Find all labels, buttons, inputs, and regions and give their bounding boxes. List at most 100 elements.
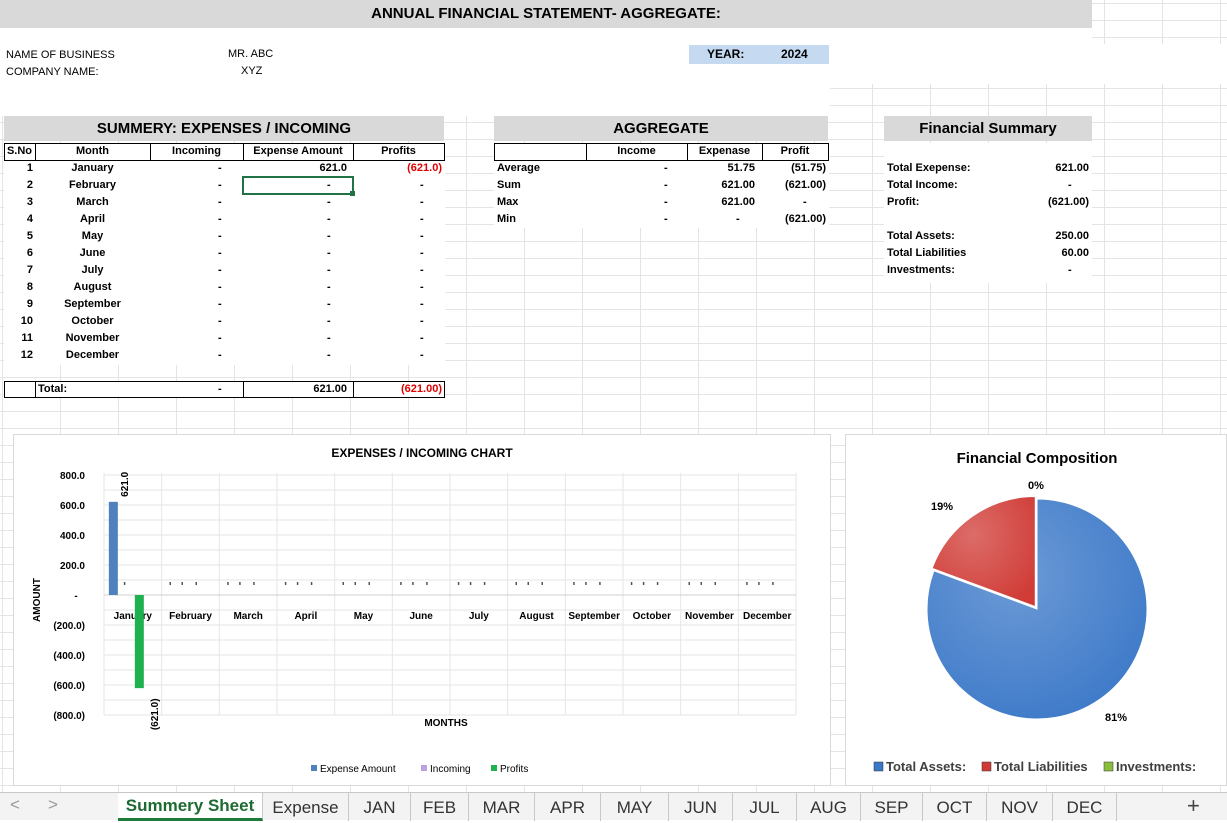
total-incoming[interactable]: -	[218, 383, 222, 395]
row-expense[interactable]: -	[327, 332, 331, 344]
sheet-tab-aug[interactable]: AUG	[797, 793, 861, 821]
row-expense[interactable]: -	[327, 230, 331, 242]
row-month[interactable]: August	[73, 281, 112, 293]
aggregate-row-expense[interactable]: 621.00	[721, 179, 755, 191]
aggregate-row-expense[interactable]: -	[736, 213, 740, 225]
row-month[interactable]: September	[64, 298, 121, 310]
aggregate-row-profit[interactable]: (621.00)	[785, 213, 826, 225]
financial-summary-value[interactable]: -	[1068, 264, 1072, 276]
row-incoming[interactable]: -	[218, 298, 222, 310]
pie-slice-1[interactable]	[931, 496, 1036, 608]
row-incoming[interactable]: -	[218, 264, 222, 276]
sheet-tab-dec[interactable]: DEC	[1053, 793, 1117, 821]
sheet-tab-nov[interactable]: NOV	[987, 793, 1053, 821]
sheet-tab-jun[interactable]: JUN	[669, 793, 733, 821]
legend-label[interactable]: Incoming	[430, 764, 471, 775]
row-profit[interactable]: -	[420, 179, 424, 191]
row-month[interactable]: February	[68, 179, 117, 191]
financial-composition-panel[interactable]: Financial Composition 81% 19% 0% Total Asset…	[845, 434, 1227, 786]
tab-nav-prev-icon[interactable]: <	[10, 795, 20, 814]
row-month[interactable]: December	[65, 349, 120, 361]
row-month[interactable]: January	[71, 162, 114, 174]
aggregate-row-income[interactable]: -	[664, 196, 668, 208]
aggregate-row-profit[interactable]: (621.00)	[785, 179, 826, 191]
row-expense[interactable]: -	[327, 349, 331, 361]
sheet-tab-jul[interactable]: JUL	[733, 793, 797, 821]
aggregate-row-profit[interactable]: -	[803, 196, 807, 208]
sheet-tab-may[interactable]: MAY	[601, 793, 669, 821]
row-expense[interactable]: -	[327, 264, 331, 276]
aggregate-row-income[interactable]: -	[664, 179, 668, 191]
row-expense[interactable]: -	[327, 179, 331, 191]
row-expense[interactable]: -	[327, 315, 331, 327]
sheet-tab-mar[interactable]: MAR	[469, 793, 535, 821]
row-month[interactable]: May	[81, 230, 104, 242]
year-value[interactable]: 2024	[781, 47, 808, 61]
sheet-tab-feb[interactable]: FEB	[411, 793, 469, 821]
aggregate-row-expense[interactable]: 621.00	[721, 196, 755, 208]
row-profit[interactable]: -	[420, 230, 424, 242]
expenses-chart-panel[interactable]: EXPENSES / INCOMING CHART 800.0 600.0 400.0…	[13, 434, 831, 786]
row-expense[interactable]: -	[327, 213, 331, 225]
financial-summary-value[interactable]: 621.00	[1055, 162, 1089, 174]
row-incoming[interactable]: -	[218, 162, 222, 174]
row-expense[interactable]: 621.0	[319, 162, 347, 174]
row-month[interactable]: April	[79, 213, 106, 225]
pie-legend-label[interactable]: Total Liabilities	[994, 759, 1088, 774]
add-sheet-icon[interactable]: +	[1187, 793, 1200, 818]
business-name-value[interactable]: MR. ABC	[228, 48, 274, 60]
row-expense[interactable]: -	[327, 298, 331, 310]
financial-summary-value[interactable]: 60.00	[1061, 247, 1089, 259]
sheet-tab-oct[interactable]: OCT	[923, 793, 987, 821]
row-incoming[interactable]: -	[218, 315, 222, 327]
row-incoming[interactable]: -	[218, 196, 222, 208]
row-profit[interactable]: -	[420, 196, 424, 208]
total-expense[interactable]: 621.00	[313, 383, 347, 395]
row-incoming[interactable]: -	[218, 179, 222, 191]
fill-handle[interactable]	[350, 191, 355, 196]
aggregate-row-income[interactable]: -	[664, 213, 668, 225]
row-month[interactable]: June	[79, 247, 106, 259]
row-expense[interactable]: -	[327, 281, 331, 293]
sheet-tab-sep[interactable]: SEP	[861, 793, 923, 821]
row-profit[interactable]: -	[420, 213, 424, 225]
row-profit[interactable]: -	[420, 298, 424, 310]
row-profit[interactable]: (621.0)	[407, 162, 442, 174]
row-profit[interactable]: -	[420, 315, 424, 327]
pie-legend-label[interactable]: Investments:	[1116, 759, 1196, 774]
financial-summary-value[interactable]: 250.00	[1055, 230, 1089, 242]
row-month[interactable]: July	[81, 264, 104, 276]
row-profit[interactable]: -	[420, 247, 424, 259]
bar-expense-amount[interactable]	[108, 501, 118, 595]
aggregate-row-expense[interactable]: 51.75	[727, 162, 755, 174]
row-incoming[interactable]: -	[218, 213, 222, 225]
sheet-tab-summery-sheet[interactable]: Summery Sheet	[118, 793, 263, 821]
row-month[interactable]: October	[71, 315, 114, 327]
row-incoming[interactable]: -	[218, 281, 222, 293]
sheet-tab-expense[interactable]: Expense	[263, 793, 349, 821]
pie-slice-0[interactable]	[926, 498, 1148, 720]
row-profit[interactable]: -	[420, 349, 424, 361]
legend-label[interactable]: Profits	[500, 764, 528, 775]
tab-nav-next-icon[interactable]: >	[48, 795, 58, 814]
bar-profits[interactable]	[134, 595, 144, 689]
legend-label[interactable]: Expense Amount	[320, 764, 396, 775]
aggregate-row-profit[interactable]: (51.75)	[791, 162, 826, 174]
pie-legend-label[interactable]: Total Assets:	[886, 759, 966, 774]
row-expense[interactable]: -	[327, 196, 331, 208]
aggregate-row-income[interactable]: -	[664, 162, 668, 174]
row-incoming[interactable]: -	[218, 349, 222, 361]
selected-cell[interactable]	[242, 176, 354, 195]
total-profit[interactable]: (621.00)	[401, 383, 442, 395]
row-incoming[interactable]: -	[218, 332, 222, 344]
sheet-tab-apr[interactable]: APR	[535, 793, 601, 821]
financial-summary-value[interactable]: -	[1068, 179, 1072, 191]
row-month[interactable]: March	[76, 196, 109, 208]
row-incoming[interactable]: -	[218, 247, 222, 259]
financial-summary-value[interactable]: (621.00)	[1048, 196, 1089, 208]
row-profit[interactable]: -	[420, 264, 424, 276]
row-profit[interactable]: -	[420, 281, 424, 293]
row-expense[interactable]: -	[327, 247, 331, 259]
sheet-tab-jan[interactable]: JAN	[349, 793, 411, 821]
row-profit[interactable]: -	[420, 332, 424, 344]
